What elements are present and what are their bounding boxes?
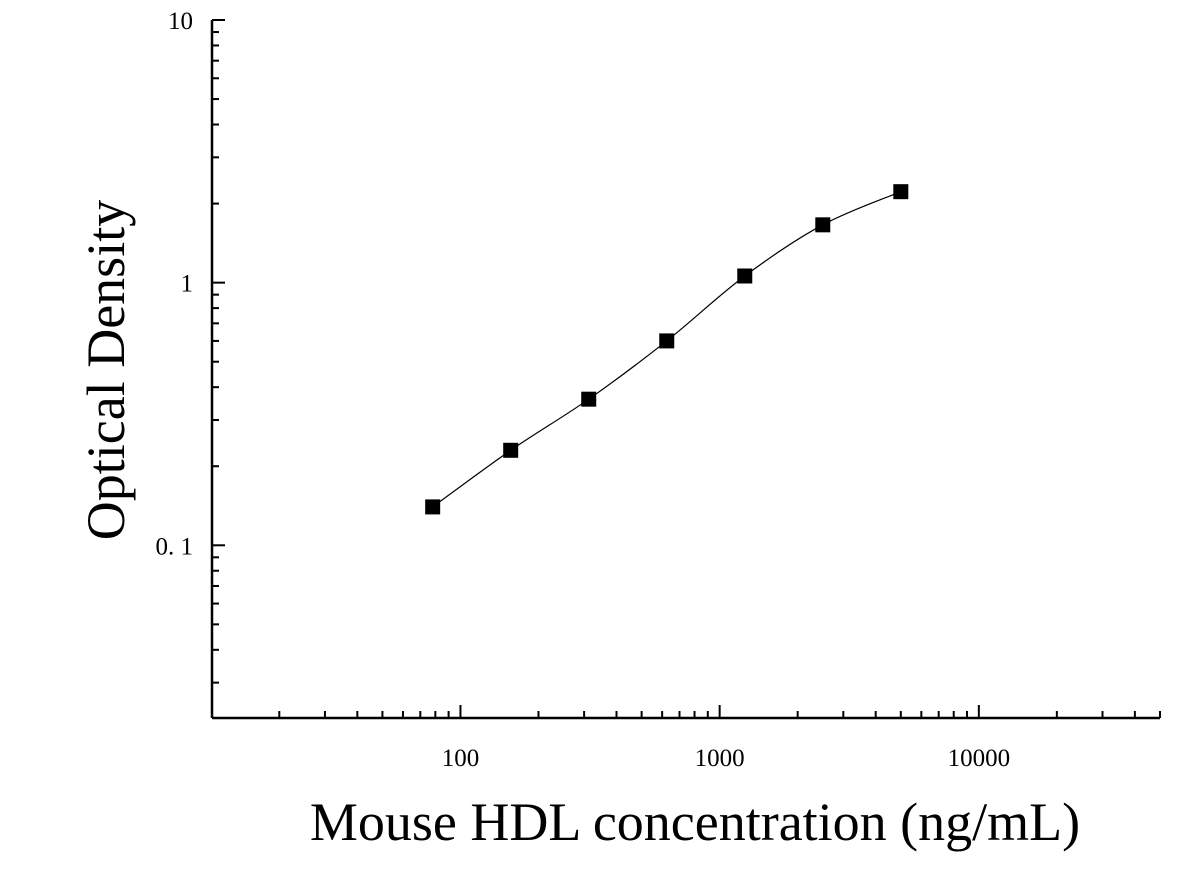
y-tick-label: 0. 1	[156, 533, 194, 560]
y-tick-label: 1	[181, 271, 194, 298]
fit-curve	[432, 191, 902, 508]
data-point	[581, 391, 597, 407]
data-point	[425, 499, 441, 515]
data-point	[659, 333, 675, 349]
y-axis-title: Optical Density	[76, 200, 136, 540]
y-major-ticks	[212, 19, 225, 547]
data-points	[425, 184, 909, 515]
x-tick-label: 100	[442, 745, 480, 772]
data-point	[737, 268, 753, 284]
x-tick-label: 1000	[695, 745, 745, 772]
data-point	[815, 217, 831, 233]
x-tick-labels: 100 1000 10000	[442, 745, 1010, 772]
data-point	[503, 442, 519, 458]
y-tick-label: 10	[168, 8, 193, 35]
x-major-ticks	[459, 705, 980, 718]
y-tick-labels: 0. 1 1 10	[156, 8, 194, 560]
data-point	[893, 184, 909, 200]
x-axis-title: Mouse HDL concentration (ng/mL)	[310, 792, 1080, 852]
x-tick-label: 10000	[948, 745, 1011, 772]
